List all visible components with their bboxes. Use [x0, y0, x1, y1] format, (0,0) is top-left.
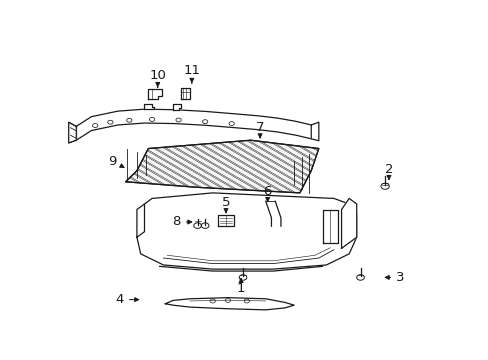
Text: 5: 5 [221, 196, 230, 212]
Text: 3: 3 [385, 271, 404, 284]
Polygon shape [68, 122, 76, 143]
Polygon shape [137, 204, 144, 237]
Polygon shape [147, 89, 161, 99]
Polygon shape [125, 140, 318, 193]
Text: 10: 10 [149, 68, 166, 87]
Text: 11: 11 [183, 64, 200, 83]
Text: 4: 4 [116, 293, 139, 306]
Polygon shape [311, 122, 318, 141]
Polygon shape [218, 215, 233, 226]
Text: 8: 8 [172, 216, 191, 229]
Polygon shape [173, 104, 180, 110]
Text: 2: 2 [384, 163, 392, 179]
Polygon shape [137, 193, 356, 269]
Polygon shape [76, 109, 258, 140]
Text: 6: 6 [263, 185, 271, 202]
Polygon shape [322, 210, 337, 243]
Text: 7: 7 [255, 121, 264, 138]
Polygon shape [165, 298, 294, 310]
Polygon shape [180, 87, 189, 99]
Polygon shape [341, 198, 356, 248]
Text: 9: 9 [108, 154, 124, 167]
Text: 1: 1 [236, 279, 245, 295]
Polygon shape [144, 104, 154, 109]
